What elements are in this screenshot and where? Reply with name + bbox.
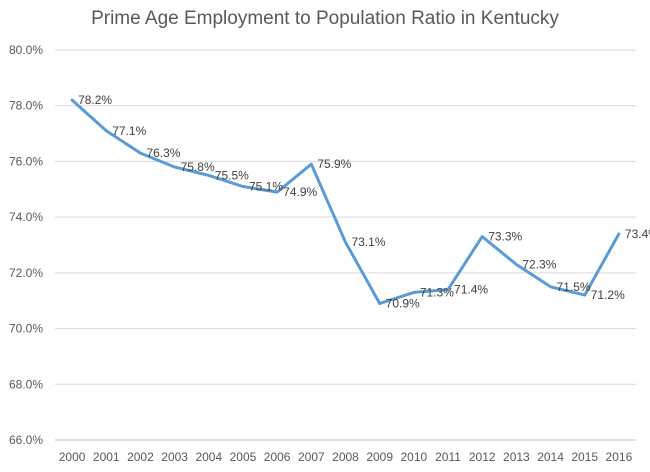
x-tick-label: 2002	[127, 450, 154, 464]
y-tick-label: 76.0%	[9, 154, 43, 168]
data-label: 73.4%	[625, 227, 650, 241]
x-tick-label: 2010	[401, 450, 428, 464]
x-tick-label: 2013	[503, 450, 530, 464]
x-tick-label: 2015	[571, 450, 598, 464]
data-label: 78.2%	[78, 93, 112, 107]
data-label: 74.9%	[283, 185, 317, 199]
chart-title: Prime Age Employment to Population Ratio…	[91, 8, 559, 29]
y-tick-label: 80.0%	[9, 43, 43, 57]
data-label: 73.1%	[352, 235, 386, 249]
y-tick-label: 78.0%	[9, 99, 43, 113]
data-label: 75.5%	[215, 168, 249, 182]
data-label: 75.9%	[317, 157, 351, 171]
series-lines	[70, 98, 621, 305]
y-tick-label: 72.0%	[9, 266, 43, 280]
data-label: 71.2%	[591, 288, 625, 302]
data-label: 71.3%	[420, 285, 454, 299]
x-tick-label: 2011	[435, 450, 461, 464]
data-labels: 78.2% 77.1%76.3%75.8%75.5%75.1% 74.9%75.9%…	[78, 93, 650, 310]
x-axis-tick-labels: 2000 2001 2002 2003 2004 2005 2006 2007 2008 2009…	[59, 450, 633, 464]
data-label: 71.5%	[557, 280, 591, 294]
data-label: 71.4%	[454, 283, 488, 297]
y-tick-label: 74.0%	[9, 210, 43, 224]
data-label: 70.9%	[386, 297, 420, 311]
x-tick-label: 2003	[161, 450, 188, 464]
y-tick-label: 66.0%	[9, 433, 43, 447]
x-tick-label: 2008	[332, 450, 359, 464]
data-label: 75.8%	[181, 160, 215, 174]
series-line	[70, 98, 621, 305]
x-tick-label: 2004	[195, 450, 222, 464]
x-tick-label: 2006	[264, 450, 291, 464]
x-tick-label: 2000	[59, 450, 86, 464]
x-tick-label: 2016	[606, 450, 633, 464]
x-tick-label: 2005	[230, 450, 257, 464]
y-tick-label: 68.0%	[9, 377, 43, 391]
data-label: 73.3%	[488, 230, 522, 244]
gridlines	[55, 49, 636, 385]
x-tick-label: 2012	[469, 450, 496, 464]
y-axis-tick-labels: 66.0% 68.0% 70.0% 72.0% 74.0% 76.0% 78.0% 80.0%	[9, 43, 43, 447]
y-tick-label: 70.0%	[9, 322, 43, 336]
data-label: 75.1%	[249, 180, 283, 194]
data-label: 77.1%	[112, 124, 146, 138]
data-label: 72.3%	[522, 258, 556, 272]
x-tick-label: 2009	[366, 450, 393, 464]
x-tick-label: 2014	[537, 450, 564, 464]
x-tick-label: 2001	[93, 450, 120, 464]
x-tick-label: 2007	[298, 450, 325, 464]
data-label: 76.3%	[146, 146, 180, 160]
